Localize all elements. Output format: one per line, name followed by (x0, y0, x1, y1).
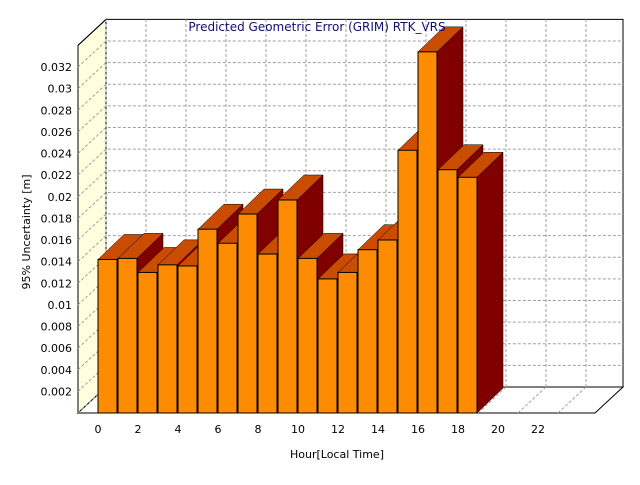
y-tick-label: 0.006 (41, 342, 73, 355)
y-tick-label: 0.03 (48, 83, 73, 96)
bar-front (217, 242, 238, 414)
bar-front (417, 51, 438, 414)
chart-title: Predicted Geometric Error (GRIM) RTK_VRS (188, 20, 445, 34)
y-tick-label: 0.016 (41, 234, 73, 247)
bar-front (157, 264, 178, 414)
x-tick-label: 12 (331, 423, 345, 436)
bar-front (457, 176, 478, 414)
bar-front (357, 249, 378, 414)
y-tick-label: 0.026 (41, 126, 73, 139)
bar-front (437, 169, 458, 414)
y-tick-label: 0.028 (41, 104, 73, 117)
bar-front (177, 265, 198, 414)
y-tick-label: 0.01 (48, 299, 73, 312)
bar-18 (457, 151, 504, 414)
y-axis-label: 95% Uncertainty [m] (20, 174, 33, 289)
x-tick-label: 16 (411, 423, 425, 436)
y-tick-label: 0.004 (41, 364, 73, 377)
x-tick-label: 22 (531, 423, 545, 436)
y-tick-label: 0.024 (41, 148, 73, 161)
x-tick-label: 18 (451, 423, 465, 436)
bar-front (117, 257, 138, 414)
y-tick-label: 0.002 (41, 385, 73, 398)
bar-front (257, 253, 278, 414)
floor-line (557, 386, 587, 414)
x-tick-label: 10 (291, 423, 305, 436)
x-tick-label: 2 (135, 423, 142, 436)
y-tick-label: 0.032 (41, 61, 73, 74)
x-tick-label: 8 (255, 423, 262, 436)
x-tick-label: 4 (175, 423, 182, 436)
bar-front (317, 278, 338, 414)
y-tick-label: 0.018 (41, 212, 73, 225)
bar-front (377, 239, 398, 414)
y-tick-label: 0.022 (41, 169, 73, 182)
bar-front (237, 213, 258, 414)
x-axis-label: Hour[Local Time] (290, 448, 384, 461)
top-edge (77, 19, 107, 46)
floor-line (517, 386, 547, 414)
bar-front (197, 228, 218, 414)
x-tick-label: 20 (491, 423, 505, 436)
bar-front (397, 149, 418, 414)
x-tick-label: 14 (371, 423, 385, 436)
bar-side (476, 151, 504, 414)
bar-front (97, 258, 118, 414)
tick-labels: 0.002 0.004 0.006 0.008 0.01 0.012 0.014 0.016 0… (41, 61, 546, 436)
floor-line (477, 386, 507, 414)
bar-front (337, 271, 358, 414)
bar-front (297, 257, 318, 414)
x-tick-label: 6 (215, 423, 222, 436)
y-tick-label: 0.012 (41, 277, 73, 290)
y-tick-label: 0.008 (41, 321, 73, 334)
bar-front (137, 271, 158, 414)
bar-front (277, 199, 298, 414)
bars (97, 26, 504, 414)
x-tick-label: 0 (95, 423, 102, 436)
y-tick-label: 0.014 (41, 256, 73, 269)
y-tick-label: 0.02 (48, 191, 73, 204)
